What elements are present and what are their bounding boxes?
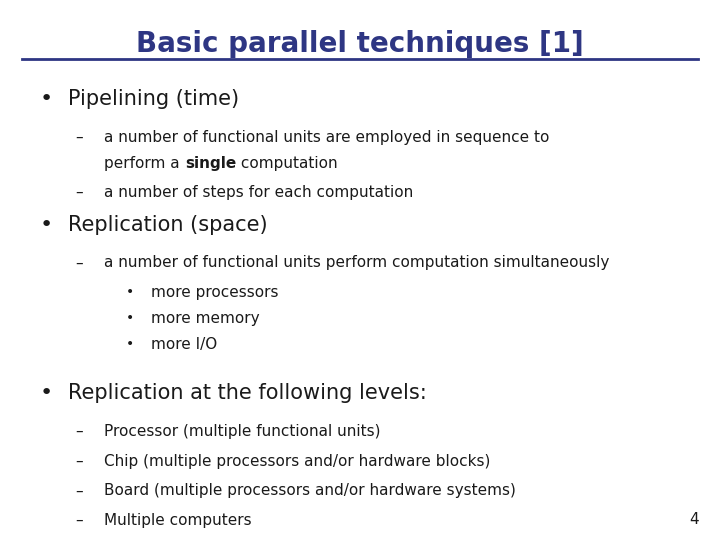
- Text: Replication (space): Replication (space): [68, 215, 268, 235]
- Text: –: –: [76, 454, 84, 469]
- Text: a number of steps for each computation: a number of steps for each computation: [104, 185, 414, 200]
- Text: more I/O: more I/O: [151, 337, 217, 352]
- Text: –: –: [76, 483, 84, 498]
- Text: a number of functional units perform computation simultaneously: a number of functional units perform com…: [104, 255, 610, 271]
- Text: –: –: [76, 424, 84, 439]
- Text: Board (multiple processors and/or hardware systems): Board (multiple processors and/or hardwa…: [104, 483, 516, 498]
- Text: Chip (multiple processors and/or hardware blocks): Chip (multiple processors and/or hardwar…: [104, 454, 491, 469]
- Text: –: –: [76, 255, 84, 271]
- Text: Pipelining (time): Pipelining (time): [68, 89, 240, 109]
- Text: Basic parallel techniques [1]: Basic parallel techniques [1]: [136, 30, 584, 58]
- Text: •: •: [40, 383, 53, 403]
- Text: Replication at the following levels:: Replication at the following levels:: [68, 383, 427, 403]
- Text: a number of functional units are employed in sequence to: a number of functional units are employe…: [104, 130, 550, 145]
- Text: single: single: [185, 156, 236, 171]
- Text: –: –: [76, 185, 84, 200]
- Text: –: –: [76, 513, 84, 528]
- Text: 4: 4: [689, 511, 698, 526]
- Text: •: •: [40, 89, 53, 109]
- Text: Processor (multiple functional units): Processor (multiple functional units): [104, 424, 381, 439]
- Text: more processors: more processors: [151, 285, 279, 300]
- Text: –: –: [76, 130, 84, 145]
- Text: •: •: [126, 311, 134, 325]
- Text: computation: computation: [236, 156, 338, 171]
- Text: •: •: [40, 215, 53, 235]
- Text: Multiple computers: Multiple computers: [104, 513, 252, 528]
- Text: perform a: perform a: [104, 156, 185, 171]
- Text: •: •: [126, 285, 134, 299]
- Text: more memory: more memory: [151, 311, 260, 326]
- Text: •: •: [126, 337, 134, 351]
